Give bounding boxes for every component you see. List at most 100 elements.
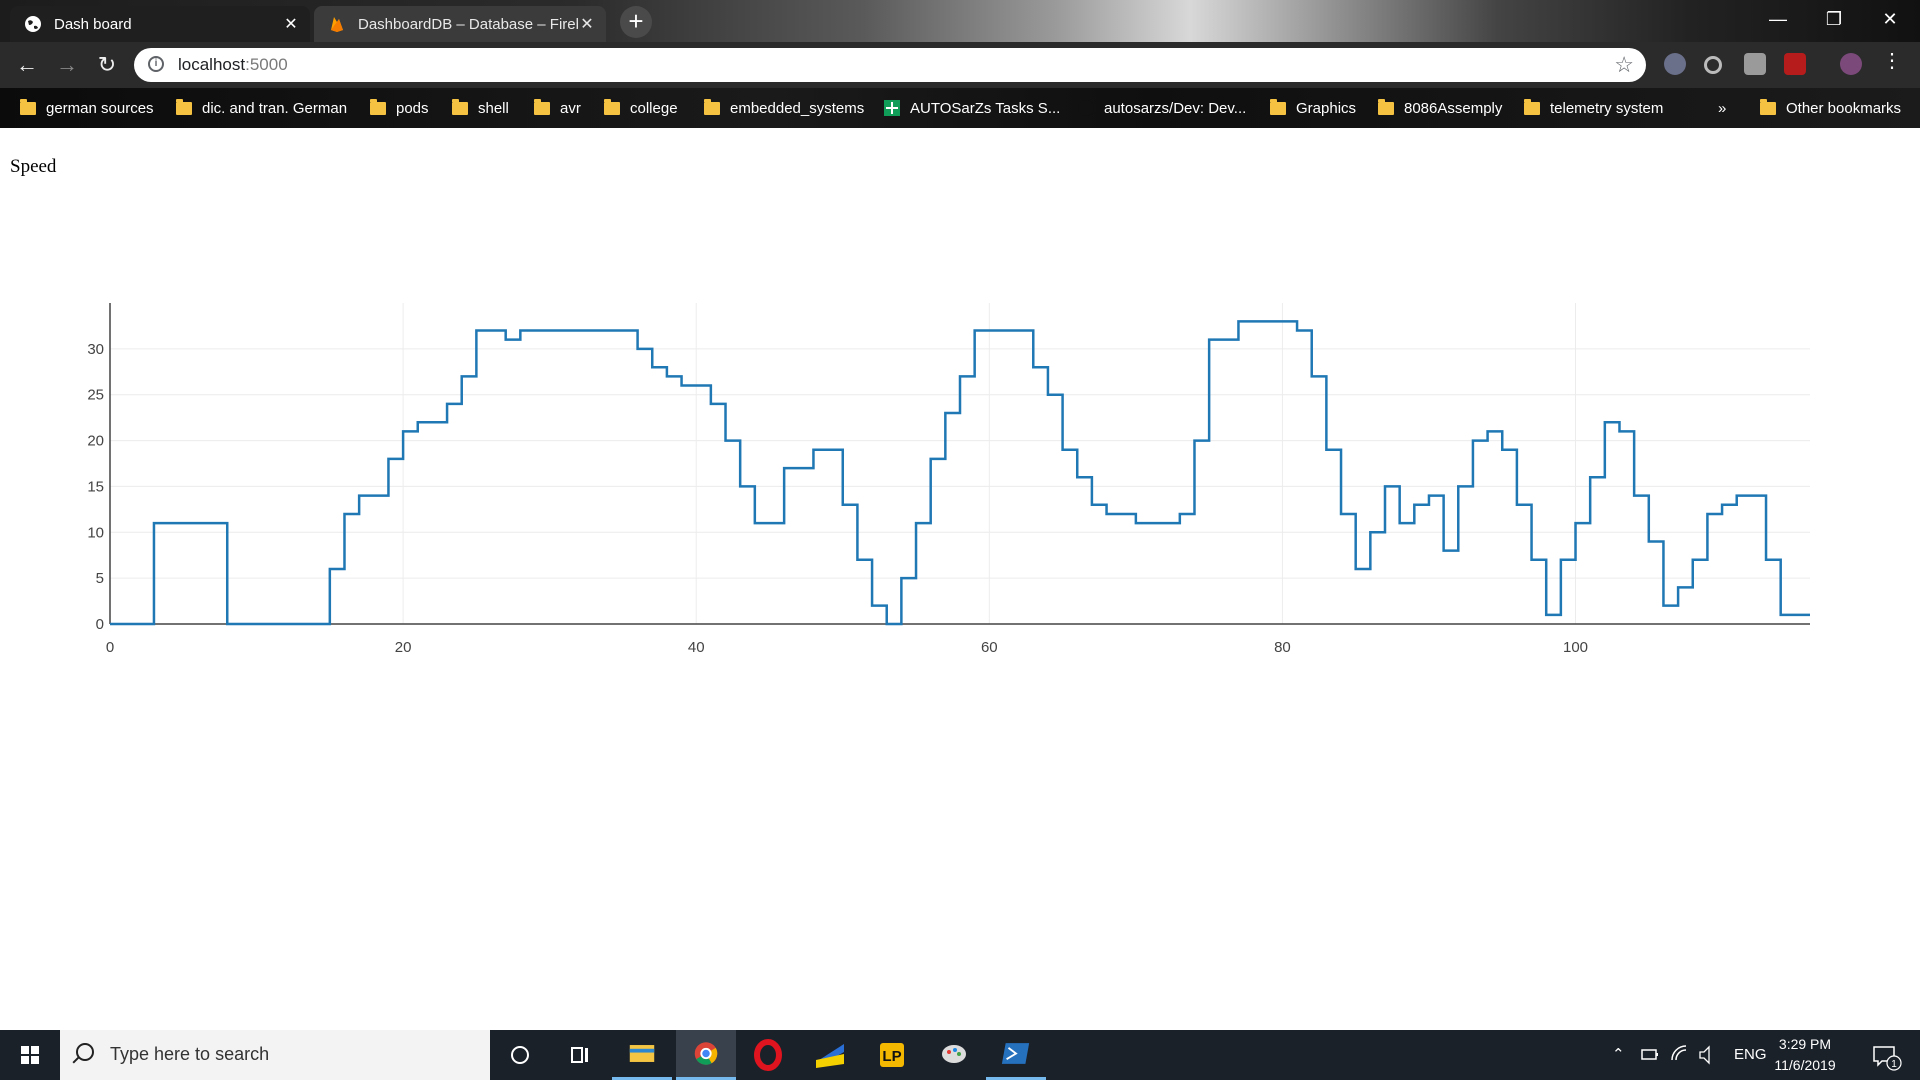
taskbar-search-box[interactable]: Type here to search — [60, 1030, 490, 1080]
task-view-icon[interactable] — [550, 1030, 610, 1080]
tab-dashboard[interactable]: Dash board ✕ — [10, 6, 310, 42]
profile-avatar[interactable] — [1840, 53, 1862, 75]
new-tab-button[interactable]: + — [620, 6, 652, 38]
lp-icon[interactable]: LP — [862, 1030, 922, 1080]
volume-icon[interactable] — [1698, 1030, 1718, 1080]
browser-toolbar: ← → ↻ i localhost:5000 ☆ ⋮ — [0, 42, 1920, 88]
data-point — [1588, 475, 1592, 479]
bookmark-item[interactable]: shell — [452, 97, 509, 119]
close-tab-icon[interactable]: ✕ — [284, 16, 298, 33]
language-indicator[interactable]: ENG — [1734, 1046, 1767, 1063]
data-point — [1442, 549, 1446, 553]
data-point — [196, 521, 200, 525]
bookmark-item[interactable]: Graphics — [1270, 97, 1356, 119]
folder-icon — [1760, 98, 1776, 115]
file-explorer-icon[interactable] — [612, 1030, 672, 1080]
folder-icon — [452, 98, 468, 115]
data-point — [1266, 319, 1270, 323]
data-point — [855, 558, 859, 562]
extension-cast-icon[interactable] — [1744, 53, 1766, 75]
data-point — [460, 374, 464, 378]
forward-button[interactable]: → — [56, 52, 78, 77]
bookmark-item[interactable]: AUTOSarZs Tasks S... — [884, 97, 1060, 119]
data-point — [562, 329, 566, 333]
folder-icon — [604, 98, 620, 115]
restore-button[interactable]: ❐ — [1825, 9, 1843, 29]
bookmark-item[interactable]: telemetry system — [1524, 97, 1663, 119]
paint-icon[interactable] — [924, 1030, 984, 1080]
data-point — [1163, 521, 1167, 525]
data-point — [372, 494, 376, 498]
data-point — [1632, 494, 1636, 498]
data-point — [782, 466, 786, 470]
tab-title: Dash board — [54, 15, 132, 33]
data-point — [1339, 512, 1343, 516]
data-point — [430, 420, 434, 424]
extension-eye-icon[interactable] — [1704, 56, 1722, 74]
data-point — [1090, 503, 1094, 507]
x-tick-label: 40 — [688, 639, 705, 656]
opera-icon[interactable] — [738, 1030, 798, 1080]
taskbar: Type here to search LP ⌃ ENG 3:29 PM 11/… — [0, 1030, 1920, 1080]
y-tick-label: 5 — [96, 570, 104, 587]
close-window-button[interactable]: ✕ — [1882, 9, 1898, 29]
menu-kebab-icon[interactable]: ⋮ — [1882, 50, 1902, 72]
system-clock[interactable]: 3:29 PM 11/6/2019 — [1760, 1034, 1850, 1076]
address-bar[interactable]: i localhost:5000 ☆ — [134, 48, 1646, 82]
chart-series — [110, 319, 1812, 626]
pdf-extension-icon[interactable] — [1784, 53, 1806, 75]
tab-firebase[interactable]: DashboardDB – Database – Fireb ✕ — [314, 6, 606, 42]
y-tick-label: 15 — [87, 478, 104, 495]
chrome-icon[interactable] — [676, 1030, 736, 1080]
data-point — [255, 622, 259, 626]
data-point — [152, 521, 156, 525]
bookmark-item[interactable]: college — [604, 97, 678, 119]
bookmark-item[interactable]: avr — [534, 97, 581, 119]
windows-start-icon[interactable] — [0, 1030, 60, 1080]
bookmark-item[interactable]: embedded_systems — [704, 97, 864, 119]
back-button[interactable]: ← — [16, 52, 38, 77]
bookmark-item[interactable]: 8086Assemply — [1378, 97, 1502, 119]
data-point — [899, 576, 903, 580]
show-hidden-icons-icon[interactable]: ⌃ — [1612, 1046, 1625, 1063]
minimize-button[interactable]: — — [1769, 9, 1787, 29]
site-info-icon[interactable]: i — [148, 56, 164, 72]
bookmark-item[interactable]: dic. and tran. German — [176, 97, 347, 119]
svg-text:LP: LP — [882, 1048, 901, 1065]
data-point — [1808, 613, 1812, 617]
notifications-icon[interactable]: 1 — [1868, 1030, 1904, 1080]
data-point — [1559, 558, 1563, 562]
bookmark-item[interactable]: german sources — [20, 97, 154, 119]
other-bookmarks[interactable]: Other bookmarks — [1760, 97, 1901, 119]
bookmarks-overflow-button[interactable]: » — [1718, 99, 1727, 117]
extension-shield-icon[interactable] — [1664, 53, 1686, 75]
close-tab-icon[interactable]: ✕ — [580, 16, 594, 33]
tab-title: DashboardDB – Database – Fireb — [358, 15, 578, 33]
folder-icon — [1524, 98, 1540, 115]
powershell-icon[interactable] — [986, 1030, 1046, 1080]
data-point — [299, 622, 303, 626]
data-point — [1105, 512, 1109, 516]
data-point — [1676, 585, 1680, 589]
bookmark-star-icon[interactable]: ☆ — [1614, 52, 1634, 77]
battery-icon[interactable] — [1640, 1030, 1660, 1080]
notification-count: 1 — [1891, 1059, 1897, 1070]
app-stripes-icon[interactable] — [800, 1030, 860, 1080]
data-point — [1002, 329, 1006, 333]
wifi-icon[interactable] — [1670, 1030, 1690, 1080]
folder-icon — [20, 98, 36, 115]
x-tick-label: 80 — [1274, 639, 1291, 656]
cortana-icon[interactable] — [490, 1030, 550, 1080]
chart-axes — [109, 303, 1810, 625]
data-point — [1149, 521, 1153, 525]
reload-button[interactable]: ↻ — [97, 52, 117, 77]
data-point — [1471, 439, 1475, 443]
bookmark-item[interactable]: pods — [370, 97, 429, 119]
speed-chart[interactable]: 0 5 10 15 20 25 30 0 20 40 60 80 100 — [0, 290, 1920, 690]
data-point — [1061, 448, 1065, 452]
address-url[interactable]: localhost:5000 — [178, 55, 288, 74]
bookmark-item[interactable]: autosarzs/Dev: Dev... — [1078, 97, 1246, 119]
data-point — [767, 521, 771, 525]
data-point — [548, 329, 552, 333]
data-point — [504, 338, 508, 342]
